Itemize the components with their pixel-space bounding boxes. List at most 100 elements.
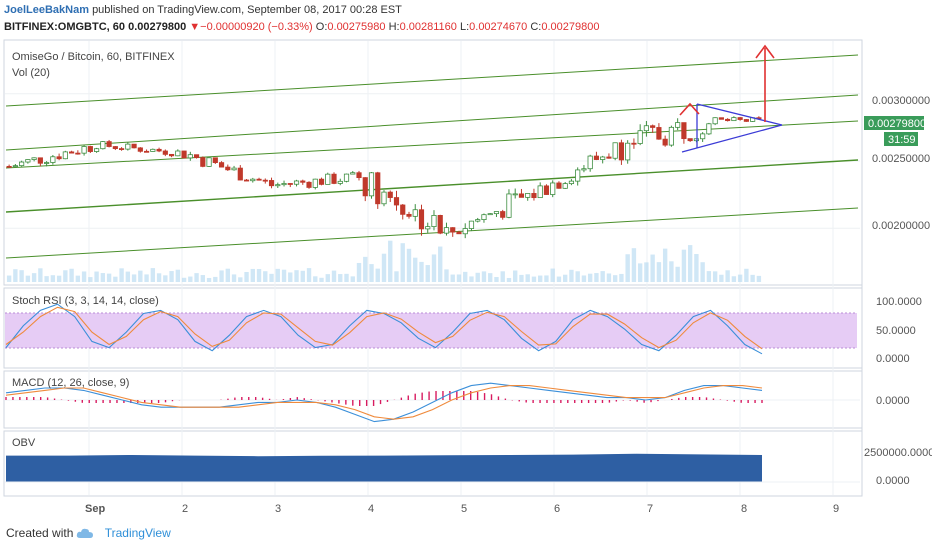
candle-body — [650, 125, 656, 128]
volume-bar — [138, 270, 143, 282]
last-price: 0.00279800 — [128, 21, 187, 33]
candle-body — [550, 182, 556, 195]
candle-body — [175, 150, 181, 157]
close-value: 0.00279800 — [541, 21, 600, 33]
candle-body — [531, 193, 537, 199]
volume-bar — [675, 266, 680, 282]
tradingview-brand[interactable]: TradingView — [104, 526, 171, 540]
volume-bar — [181, 277, 187, 282]
x-tick-label: 5 — [461, 503, 467, 515]
channel-line-1 — [5, 54, 859, 107]
volume-bar — [369, 264, 374, 282]
candle-body — [69, 151, 75, 154]
volume-bar — [306, 268, 312, 282]
volume-bar — [513, 270, 518, 282]
volume-bar — [488, 273, 493, 282]
candle-body — [587, 155, 593, 170]
grid — [5, 41, 860, 495]
candle-body — [437, 215, 443, 234]
channel-line-4 — [5, 159, 859, 213]
volume-bar — [231, 274, 237, 282]
candle-body — [87, 146, 93, 152]
volume-bar — [587, 273, 593, 282]
volume-bar — [31, 273, 37, 282]
candle-body — [418, 209, 425, 230]
y-tick-label: 0.00300000 — [872, 95, 930, 107]
candle-body — [675, 122, 681, 128]
volume-bar — [406, 248, 412, 282]
volume-bar — [444, 269, 449, 282]
volume-bar — [144, 274, 149, 282]
volume-title: Vol (20) — [12, 67, 50, 79]
main-title: OmiseGo / Bitcoin, 60, BITFINEX — [12, 51, 175, 63]
candle-body — [431, 215, 437, 228]
candle-body — [268, 180, 275, 187]
volume-bar — [531, 276, 537, 282]
volume-bar — [581, 275, 587, 282]
stoch-band — [5, 313, 857, 348]
candle-body — [50, 156, 56, 163]
volume-bar — [662, 248, 668, 282]
candle-body — [625, 142, 631, 161]
candle-body — [543, 185, 550, 195]
volume-bar — [188, 276, 193, 282]
candle-body — [19, 161, 25, 167]
candle-body — [125, 143, 131, 150]
x-tick-label: 7 — [647, 503, 653, 515]
volume-bar — [575, 271, 580, 282]
volume-bar — [719, 274, 724, 282]
candle-body — [506, 193, 512, 218]
volume-bar — [256, 269, 262, 282]
candle-body — [493, 211, 500, 215]
volume-bar — [538, 275, 543, 282]
volume-bar — [569, 269, 574, 282]
published-text: published on TradingView.com, September … — [92, 4, 402, 16]
price-change: ▼−0.00000920 (−0.33%) — [189, 21, 313, 33]
triangle-pattern — [679, 44, 783, 153]
volume-bar — [556, 276, 562, 282]
volume-bar — [56, 275, 62, 282]
stoch-series-line — [5, 306, 763, 350]
volume-bar — [694, 254, 699, 282]
candle-body — [137, 147, 143, 152]
high-label: H: — [388, 21, 400, 33]
low-value: 0.00274670 — [469, 21, 528, 33]
volume-bar — [338, 274, 343, 282]
volume-bar — [644, 262, 649, 282]
candle-body — [575, 169, 581, 182]
candle-body — [393, 197, 400, 206]
volume-bar — [331, 270, 337, 282]
candle-body — [275, 184, 281, 187]
candle-body — [568, 180, 575, 185]
candle-body — [100, 141, 106, 150]
volume-bar — [13, 269, 18, 282]
obv-tick-label: 0.0000 — [876, 475, 910, 487]
volume-bar — [481, 271, 487, 282]
author-link[interactable]: JoelLeeBakNam — [4, 4, 89, 16]
volume-bar — [63, 270, 68, 282]
candle-body — [31, 157, 37, 160]
impulse-arrow — [679, 102, 700, 116]
candle-body — [387, 191, 393, 198]
volume-bar — [356, 262, 362, 282]
candle-body — [600, 156, 606, 160]
candle-body — [475, 219, 481, 222]
volume-bar — [250, 268, 255, 282]
candle-body — [300, 180, 306, 183]
candle-body — [350, 172, 356, 175]
candle-body — [618, 142, 625, 161]
volume-bar — [38, 268, 43, 282]
volume-bar — [119, 268, 124, 282]
volume-bar — [500, 271, 505, 282]
candle-body — [343, 173, 350, 182]
volume-bar — [44, 276, 49, 282]
volume-bar — [294, 270, 299, 282]
volume-bar — [381, 253, 387, 282]
candle-body — [218, 162, 225, 168]
candle-body — [281, 183, 287, 186]
obv-pane — [5, 453, 860, 483]
volume-bar — [475, 272, 480, 282]
volume-bar — [169, 271, 174, 282]
high-value: 0.00281160 — [399, 21, 457, 33]
